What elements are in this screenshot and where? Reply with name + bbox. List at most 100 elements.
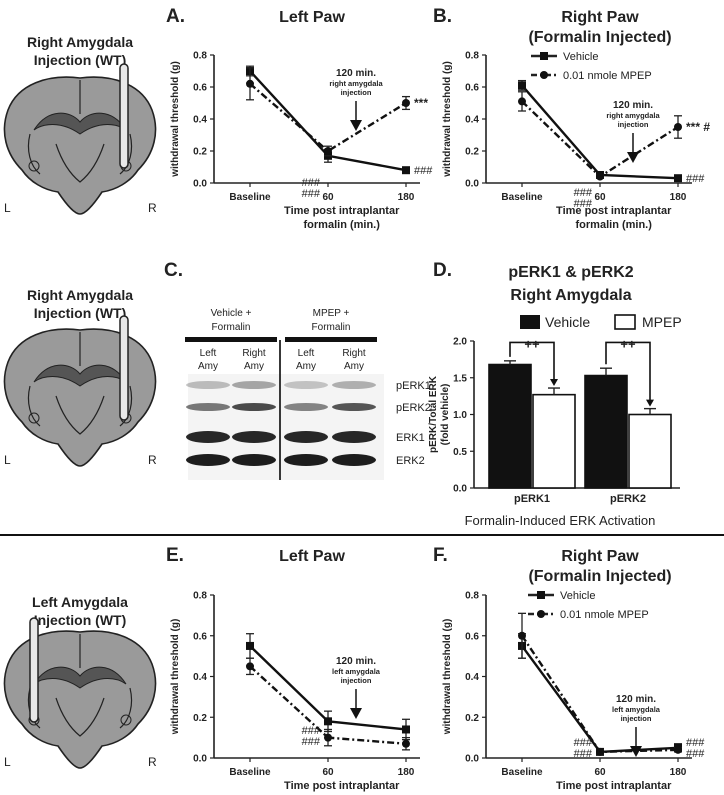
vehicle-point (324, 717, 332, 726)
series-line-vehicle (521, 84, 679, 180)
left-amygdala (28, 160, 40, 172)
right-tract (119, 133, 133, 175)
series-line-mpep (249, 82, 407, 153)
x-axis-label: Time post intraplantar (284, 780, 400, 792)
bar-chart-d: D. pERK1 & pERK2 Right Amygdala Vehicle MPEP… (428, 260, 682, 528)
significance-hash: ### (302, 725, 321, 737)
brain-right-label: R (148, 755, 157, 769)
mpep-point (674, 123, 682, 131)
y-tick-label: 0.5 (453, 447, 467, 458)
panel-label: C. (164, 260, 183, 281)
injection-arrow-head (350, 120, 362, 131)
y-tick-label: 0.4 (465, 115, 479, 126)
arrow-label-time: 120 min. (613, 100, 653, 111)
legend-marker-vehicle (540, 52, 548, 60)
significance-hash: ### (302, 736, 321, 748)
blot-band (186, 454, 230, 466)
brain-left-label: L (4, 453, 11, 467)
significance-plus: ++ (620, 336, 636, 351)
cannula (119, 63, 129, 169)
blot-band (232, 403, 276, 411)
mpep-point (246, 662, 254, 671)
chart-subtitle: (Formalin Injected) (528, 29, 671, 46)
arrow-label-time: 120 min. (336, 68, 376, 79)
blot-lane-label-2: Amy (344, 361, 364, 372)
legend-label-mpep: 0.01 nmole MPEP (560, 609, 649, 621)
y-tick-label: 0.0 (465, 179, 479, 190)
x-tick-label: 180 (398, 767, 415, 778)
legend-swatch-vehicle (520, 315, 540, 329)
blot-group-bar (285, 337, 377, 342)
y-axis-label: pERK/Total ERK (428, 375, 439, 453)
brain-outline (3, 630, 157, 769)
cannula (29, 617, 39, 723)
left-tract (27, 385, 41, 427)
chart-subtitle: Right Amygdala (510, 287, 631, 304)
panel-label: A. (166, 6, 185, 27)
bar-perk2-mpep (628, 413, 672, 489)
bar-perk1-mpep (532, 393, 576, 489)
significance-hash: ### (414, 0, 433, 3)
significance-star: *** (414, 96, 428, 110)
line-chart-f: F. Right Paw (Formalin Injected) 0.0 0.2 0.4 0… (433, 545, 705, 795)
left-amygdala (28, 412, 40, 424)
thalamus-outline (55, 697, 105, 737)
x-tick-label: Baseline (501, 767, 543, 778)
injection-arrow-head (630, 746, 642, 757)
chart-subtitle: (Formalin Injected) (528, 568, 671, 585)
x-tick-label: 60 (322, 767, 334, 778)
legend-swatch-mpep (614, 314, 636, 330)
brain-left-label: L (4, 201, 11, 215)
significance-star: *** # (686, 120, 710, 134)
x-tick-label: Baseline (501, 192, 543, 203)
y-axis-label: withdrawal threshold (g) (170, 619, 181, 736)
significance-plus: ++ (524, 336, 540, 351)
mpep-point (324, 147, 332, 155)
significance-hash: ### (302, 177, 321, 189)
y-tick-label: 0.8 (465, 51, 479, 62)
blot-band-label: pERK2 (396, 402, 431, 414)
vehicle-point (402, 725, 410, 734)
vehicle-point (674, 174, 682, 183)
blot-band (284, 454, 328, 466)
vehicle-point (246, 641, 254, 650)
arrow-label-time: 120 min. (616, 694, 656, 705)
brain-outline (3, 328, 157, 467)
blot-band (332, 454, 376, 466)
y-axis-label-2: (fold vehicle) (440, 384, 451, 446)
y-tick-label: 1.5 (453, 373, 467, 384)
blot-band (232, 454, 276, 466)
chart-title: Right Paw (561, 9, 639, 26)
panel-label: B. (433, 6, 452, 27)
significance-hash: ### (302, 188, 321, 200)
bracket-arrowhead (550, 379, 558, 387)
side-label-row2-2: Injection (WT) (34, 305, 127, 321)
panel-label: D. (433, 260, 452, 281)
blot-lane-label: Left (200, 348, 217, 359)
blot-band-label: ERK2 (396, 455, 425, 467)
side-label-row1: Right Amygdala (27, 34, 133, 50)
x-axis-label: Time post intraplantar (284, 205, 400, 217)
blot-band (186, 381, 230, 389)
x-tick-label: Baseline (229, 192, 271, 203)
brain-left-label: L (4, 755, 11, 769)
side-label-row3-2: Injection (WT) (34, 612, 127, 628)
bar-perk1-vehicle (488, 363, 532, 489)
blot-group-label: Vehicle + (211, 308, 252, 319)
arrow-label-site: left amygdala (332, 667, 381, 676)
y-tick-label: 0.0 (193, 179, 207, 190)
bar-perk2-vehicle (584, 374, 628, 489)
y-tick-label: 0.4 (465, 672, 479, 683)
right-tract (119, 687, 133, 729)
panel-label: F. (433, 545, 448, 566)
mpep-point (518, 97, 526, 106)
x-tick-label: pERK1 (514, 493, 550, 505)
legend-label-mpep: 0.01 nmole MPEP (563, 70, 652, 82)
x-tick-label: 180 (398, 192, 415, 203)
chart-footer: Formalin-Induced ERK Activation (465, 513, 656, 528)
line-chart-e: E. Left Paw 0.0 0.2 0.4 0.6 0.8 Baseline 60 180 wi… (166, 0, 433, 795)
legend-marker-mpep (537, 610, 545, 618)
significance-hash: ### (686, 737, 705, 749)
x-tick-label: 180 (670, 192, 687, 203)
